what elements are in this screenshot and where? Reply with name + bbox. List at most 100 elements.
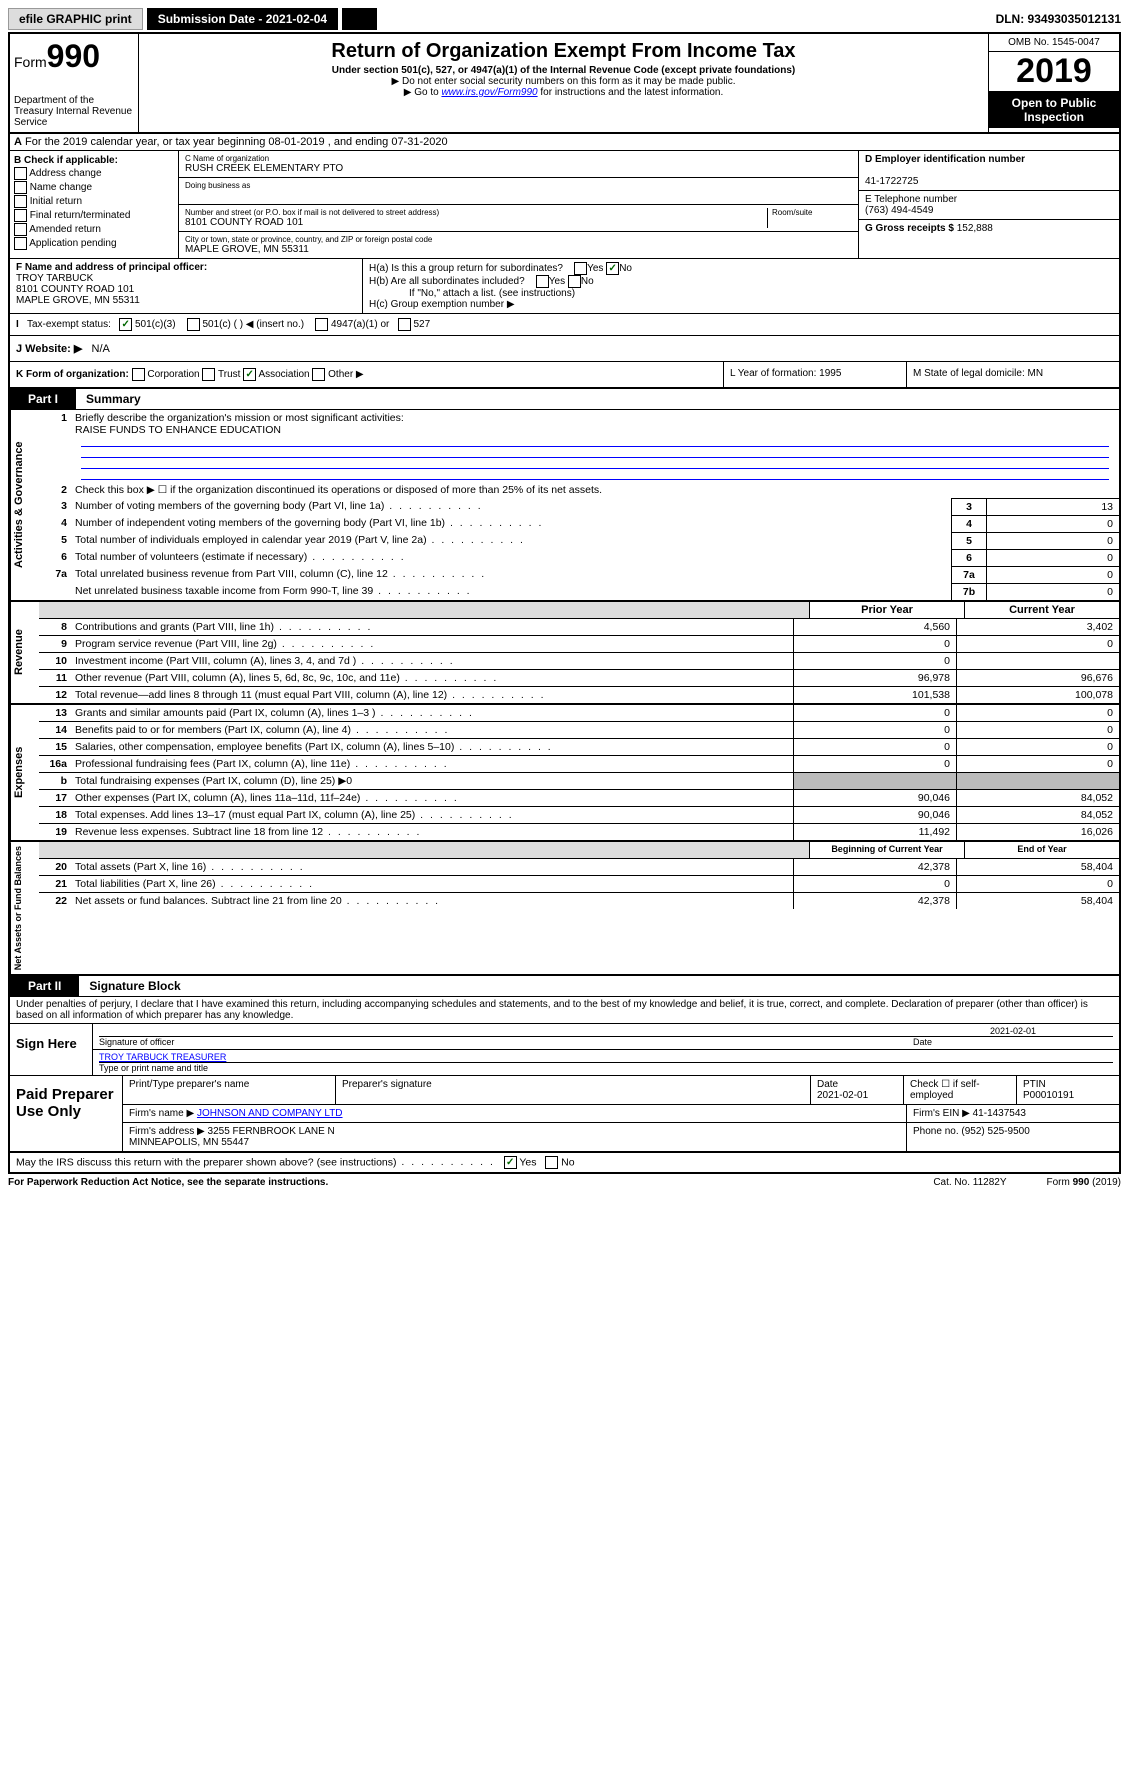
signature-declaration: Under penalties of perjury, I declare th… — [10, 997, 1119, 1024]
firm-ein: 41-1437543 — [973, 1108, 1026, 1119]
col-d-ids: D Employer identification number 41-1722… — [859, 151, 1119, 258]
governance-section: Activities & Governance 1 Briefly descri… — [10, 410, 1119, 602]
header-left: Form990 Department of the Treasury Inter… — [10, 34, 139, 132]
form-container: Form990 Department of the Treasury Inter… — [8, 32, 1121, 1174]
section-fgh: F Name and address of principal officer:… — [10, 259, 1119, 314]
row-a-period: A For the 2019 calendar year, or tax yea… — [10, 134, 1119, 151]
expense-line: 16aProfessional fundraising fees (Part I… — [39, 755, 1119, 772]
part1-tab: Part I — [10, 389, 76, 409]
part1-title: Summary — [76, 392, 141, 406]
ck-other[interactable] — [312, 368, 325, 381]
header-right: OMB No. 1545-0047 2019 Open to Public In… — [989, 34, 1119, 132]
ck-527[interactable] — [398, 318, 411, 331]
ck-name[interactable] — [14, 181, 27, 194]
ck-501c3[interactable] — [119, 318, 132, 331]
tax-year: 2019 — [989, 52, 1119, 92]
section-bcd: B Check if applicable: Address change Na… — [10, 151, 1119, 259]
org-address: 8101 COUNTY ROAD 101 — [185, 217, 767, 228]
efile-btn[interactable]: efile GRAPHIC print — [8, 8, 143, 30]
netasset-line: 22Net assets or fund balances. Subtract … — [39, 892, 1119, 909]
revenue-line: 10Investment income (Part VIII, column (… — [39, 652, 1119, 669]
netasset-line: 21Total liabilities (Part X, line 26)00 — [39, 875, 1119, 892]
ck-corp[interactable] — [132, 368, 145, 381]
subtitle-2: ▶ Do not enter social security numbers o… — [143, 76, 984, 87]
state-domicile: M State of legal domicile: MN — [907, 362, 1119, 387]
paid-preparer-label: Paid Preparer Use Only — [10, 1076, 123, 1151]
gross-receipts: 152,888 — [957, 223, 993, 234]
sign-here-label: Sign Here — [10, 1024, 93, 1075]
ck-address[interactable] — [14, 167, 27, 180]
gov-line: 7aTotal unrelated business revenue from … — [39, 566, 1119, 583]
form-label: Form — [14, 54, 47, 70]
ck-hb-no[interactable] — [568, 275, 581, 288]
vlabel-expenses: Expenses — [10, 705, 39, 840]
expense-line: 15Salaries, other compensation, employee… — [39, 738, 1119, 755]
revenue-line: 9Program service revenue (Part VIII, lin… — [39, 635, 1119, 652]
page-footer: For Paperwork Reduction Act Notice, see … — [8, 1174, 1121, 1191]
gov-line: 6Total number of volunteers (estimate if… — [39, 549, 1119, 566]
form-of-org: K Form of organization: Corporation Trus… — [10, 362, 724, 387]
gov-line: Net unrelated business taxable income fr… — [39, 583, 1119, 600]
subtitle-1: Under section 501(c), 527, or 4947(a)(1)… — [143, 65, 984, 76]
gov-line: 4Number of independent voting members of… — [39, 515, 1119, 532]
sign-here-section: Sign Here Signature of officer 2021-02-0… — [10, 1024, 1119, 1076]
submission-btn[interactable]: Submission Date - 2021-02-04 — [147, 8, 338, 30]
ck-final[interactable] — [14, 209, 27, 222]
mission-text: RAISE FUNDS TO ENHANCE EDUCATION — [75, 424, 281, 436]
ck-discuss-no[interactable] — [545, 1156, 558, 1169]
discuss-row: May the IRS discuss this return with the… — [10, 1153, 1119, 1172]
hdr-beginning: Beginning of Current Year — [809, 842, 964, 858]
form-header: Form990 Department of the Treasury Inter… — [10, 34, 1119, 134]
ck-hb-yes[interactable] — [536, 275, 549, 288]
form-title: Return of Organization Exempt From Incom… — [143, 40, 984, 63]
expense-line: 19Revenue less expenses. Subtract line 1… — [39, 823, 1119, 840]
irs-link[interactable]: www.irs.gov/Form990 — [441, 87, 537, 98]
gov-line: 3Number of voting members of the governi… — [39, 498, 1119, 515]
omb-number: OMB No. 1545-0047 — [989, 34, 1119, 52]
principal-officer: F Name and address of principal officer:… — [10, 259, 363, 313]
row-klm: K Form of organization: Corporation Trus… — [10, 362, 1119, 389]
hdr-current-year: Current Year — [964, 602, 1119, 618]
officer-name[interactable]: TROY TARBUCK TREASURER — [99, 1052, 226, 1062]
ck-discuss-yes[interactable] — [504, 1156, 517, 1169]
firm-phone: (952) 525-9500 — [961, 1126, 1029, 1137]
paid-preparer-section: Paid Preparer Use Only Print/Type prepar… — [10, 1076, 1119, 1153]
vlabel-governance: Activities & Governance — [10, 410, 39, 600]
year-formation: L Year of formation: 1995 — [724, 362, 907, 387]
ck-4947[interactable] — [315, 318, 328, 331]
part1-header: Part I Summary — [10, 389, 1119, 410]
dln: DLN: 93493035012131 — [996, 12, 1121, 26]
ck-501c[interactable] — [187, 318, 200, 331]
expense-line: 17Other expenses (Part IX, column (A), l… — [39, 789, 1119, 806]
col-b-checkboxes: B Check if applicable: Address change Na… — [10, 151, 179, 258]
gov-line: 5Total number of individuals employed in… — [39, 532, 1119, 549]
ck-trust[interactable] — [202, 368, 215, 381]
dept-treasury: Department of the Treasury Internal Reve… — [14, 95, 134, 128]
revenue-line: 11Other revenue (Part VIII, column (A), … — [39, 669, 1119, 686]
netasset-line: 20Total assets (Part X, line 16)42,37858… — [39, 858, 1119, 875]
website-row: J Website: ▶ N/A — [10, 336, 1119, 362]
gov-line: 2Check this box ▶ ☐ if the organization … — [39, 482, 1119, 498]
ck-amended[interactable] — [14, 223, 27, 236]
org-city: MAPLE GROVE, MN 55311 — [185, 244, 852, 255]
subtitle-3: ▶ Go to www.irs.gov/Form990 for instruct… — [143, 87, 984, 98]
ck-assoc[interactable] — [243, 368, 256, 381]
ein: 41-1722725 — [865, 176, 918, 187]
blank-btn[interactable] — [342, 8, 377, 30]
vlabel-revenue: Revenue — [10, 602, 39, 703]
hdr-prior-year: Prior Year — [809, 602, 964, 618]
org-name: RUSH CREEK ELEMENTARY PTO — [185, 163, 852, 174]
expense-line: 13Grants and similar amounts paid (Part … — [39, 705, 1119, 721]
ck-ha-no[interactable] — [606, 262, 619, 275]
part2-title: Signature Block — [79, 979, 180, 993]
header-mid: Return of Organization Exempt From Incom… — [139, 34, 989, 132]
ptin: P00010191 — [1023, 1090, 1074, 1101]
group-return: H(a) Is this a group return for subordin… — [363, 259, 1119, 313]
revenue-line: 12Total revenue—add lines 8 through 11 (… — [39, 686, 1119, 703]
ck-initial[interactable] — [14, 195, 27, 208]
ck-ha-yes[interactable] — [574, 262, 587, 275]
expenses-section: Expenses 13Grants and similar amounts pa… — [10, 705, 1119, 842]
open-public: Open to Public Inspection — [989, 92, 1119, 128]
firm-name[interactable]: JOHNSON AND COMPANY LTD — [197, 1108, 343, 1119]
ck-pending[interactable] — [14, 237, 27, 250]
